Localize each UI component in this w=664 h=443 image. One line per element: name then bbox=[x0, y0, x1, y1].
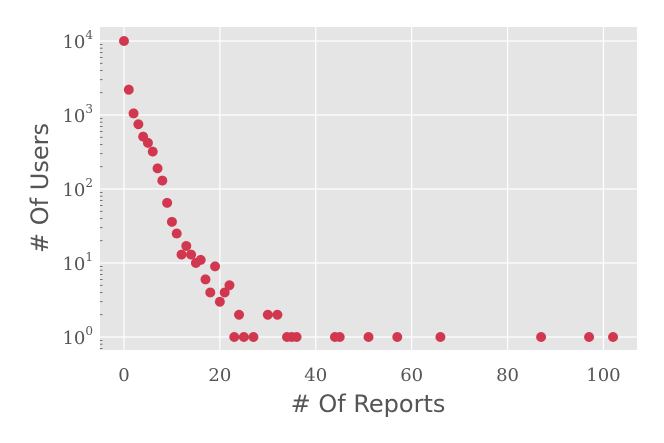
y-tick-label: 101 bbox=[62, 250, 93, 275]
data-point bbox=[392, 332, 403, 342]
data-point bbox=[584, 332, 595, 342]
data-point bbox=[123, 84, 134, 95]
x-tick-labels: 0 20 40 60 80 100 bbox=[118, 365, 620, 386]
data-point bbox=[133, 119, 144, 130]
data-point bbox=[152, 163, 163, 174]
data-point bbox=[186, 249, 197, 260]
y-tick-base: 10 bbox=[62, 328, 85, 349]
data-point bbox=[608, 332, 619, 342]
data-point bbox=[214, 296, 225, 307]
data-point bbox=[238, 332, 249, 342]
data-point bbox=[248, 332, 259, 342]
x-tick-label: 20 bbox=[208, 365, 231, 386]
y-tick-exponent: 1 bbox=[85, 250, 93, 264]
y-tick-label: 102 bbox=[62, 176, 93, 201]
x-tick-label: 40 bbox=[304, 365, 327, 386]
x-tick-label: 60 bbox=[400, 365, 423, 386]
y-tick-base: 10 bbox=[62, 32, 85, 53]
data-point bbox=[210, 261, 221, 272]
x-axis-title: # Of Reports bbox=[291, 390, 446, 418]
data-point bbox=[536, 332, 547, 342]
y-tick-base: 10 bbox=[62, 180, 85, 201]
y-tick-exponent: 4 bbox=[85, 28, 93, 42]
y-gridlines bbox=[100, 40, 637, 338]
y-tick-base: 10 bbox=[62, 106, 85, 127]
x-tick-label: 0 bbox=[118, 365, 129, 386]
data-point bbox=[363, 332, 374, 342]
data-point bbox=[219, 287, 230, 298]
data-point bbox=[272, 309, 283, 320]
y-tick-exponent: 3 bbox=[85, 102, 93, 116]
y-tick-label: 104 bbox=[62, 28, 93, 53]
y-tick-label: 100 bbox=[62, 324, 93, 349]
data-point bbox=[142, 137, 153, 148]
y-tick-label: 103 bbox=[62, 102, 93, 127]
data-point bbox=[118, 36, 129, 46]
data-point bbox=[229, 332, 240, 342]
y-tick-base: 10 bbox=[62, 254, 85, 275]
data-point bbox=[181, 240, 192, 251]
y-axis-title: # Of Users bbox=[26, 123, 54, 253]
data-point bbox=[128, 108, 139, 119]
data-points bbox=[118, 36, 619, 342]
data-point bbox=[200, 274, 211, 285]
data-point bbox=[334, 332, 345, 342]
y-tick-exponent: 2 bbox=[85, 176, 93, 190]
data-point bbox=[195, 254, 206, 265]
x-tick-label: 100 bbox=[586, 365, 620, 386]
data-point bbox=[162, 197, 173, 208]
data-point bbox=[262, 309, 273, 320]
y-tick-exponent: 0 bbox=[85, 324, 93, 338]
data-point bbox=[291, 332, 302, 342]
x-gridlines bbox=[123, 27, 605, 350]
data-point bbox=[171, 228, 182, 239]
data-point bbox=[234, 309, 245, 320]
data-point bbox=[205, 287, 216, 298]
data-point bbox=[166, 216, 177, 227]
x-tick-label: 80 bbox=[496, 365, 519, 386]
data-point bbox=[147, 146, 158, 157]
data-point bbox=[176, 249, 187, 260]
data-point bbox=[224, 280, 235, 291]
y-minor-ticks bbox=[100, 43, 103, 349]
data-point bbox=[435, 332, 446, 342]
data-point bbox=[157, 175, 168, 186]
